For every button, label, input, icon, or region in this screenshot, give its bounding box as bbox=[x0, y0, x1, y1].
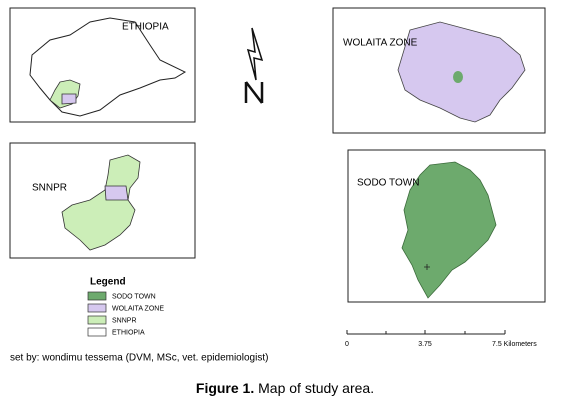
credit: set by: wondimu tessema (DVM, MSc, vet. … bbox=[10, 353, 268, 364]
caption-label: Figure 1. bbox=[196, 380, 254, 396]
scale-label: 3.75 bbox=[418, 341, 432, 348]
sodo-shape bbox=[401, 161, 497, 299]
legend-title: Legend bbox=[90, 277, 126, 288]
scale-label: 0 bbox=[345, 341, 349, 348]
scale-label: 7.5 Kilometers bbox=[492, 341, 537, 348]
center-mark bbox=[424, 264, 430, 270]
wolaita-in-snnpr bbox=[104, 185, 129, 201]
legend-swatch bbox=[87, 303, 107, 313]
legend-label: SODO TOWN bbox=[112, 293, 156, 300]
ethiopia-label: ETHIOPIA bbox=[122, 22, 169, 33]
legend-label: ETHIOPIA bbox=[112, 329, 145, 336]
legend: SODO TOWN WOLAITA ZONE SNNPR ETHIOPIA bbox=[87, 291, 164, 337]
wolaita-label: WOLAITA ZONE bbox=[343, 38, 418, 49]
scale-ticks bbox=[346, 330, 506, 334]
legend-swatch bbox=[87, 315, 107, 325]
legend-label: WOLAITA ZONE bbox=[112, 305, 164, 312]
wolaita-small bbox=[61, 93, 77, 105]
wolaita-shape bbox=[397, 21, 526, 123]
snnpr-label: SNNPR bbox=[32, 183, 67, 194]
legend-swatch bbox=[87, 291, 107, 301]
legend-swatch bbox=[87, 327, 107, 337]
snnpr-shape bbox=[61, 154, 141, 251]
legend-label: SNNPR bbox=[112, 317, 137, 324]
caption-text: Map of study area. bbox=[258, 380, 374, 396]
sodo-small bbox=[453, 71, 463, 83]
sodo-label: SODO TOWN bbox=[357, 178, 419, 189]
caption: Figure 1. Map of study area. bbox=[196, 380, 374, 396]
north-arrow bbox=[246, 27, 264, 81]
north-letter bbox=[244, 81, 264, 104]
